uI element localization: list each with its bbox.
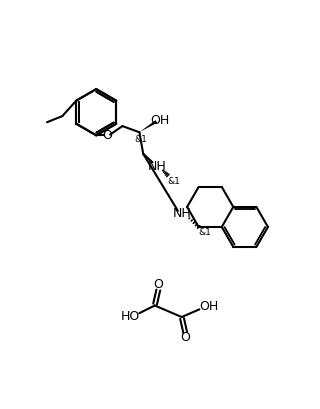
Text: &1: &1: [168, 177, 180, 186]
Text: &1: &1: [134, 135, 147, 144]
Text: &1: &1: [198, 228, 211, 237]
Text: NH: NH: [173, 207, 192, 220]
Text: O: O: [154, 278, 164, 291]
Text: HO: HO: [121, 310, 140, 323]
Polygon shape: [140, 120, 157, 132]
Text: O: O: [180, 331, 190, 344]
Text: O: O: [102, 129, 112, 142]
Text: OH: OH: [150, 114, 170, 127]
Text: OH: OH: [199, 300, 218, 313]
Text: NH: NH: [148, 160, 166, 173]
